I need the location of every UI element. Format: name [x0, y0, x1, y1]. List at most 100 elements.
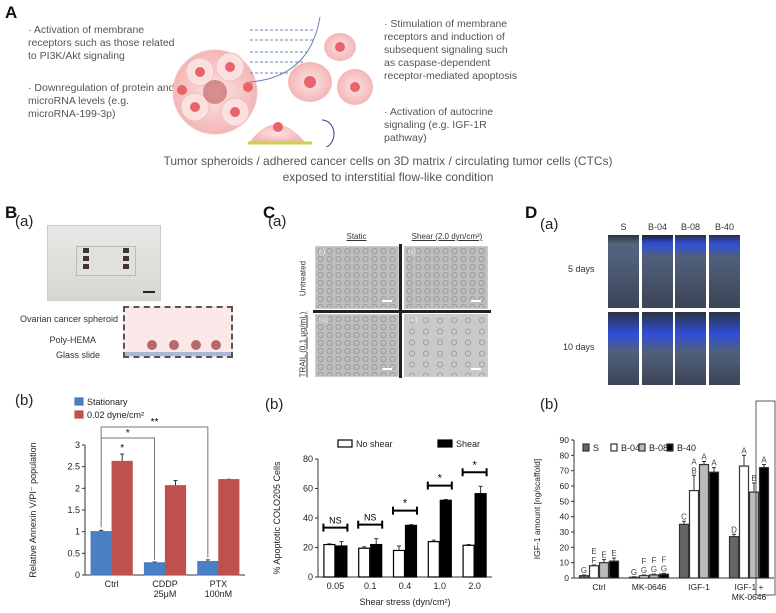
x-tick-label: Ctrl [105, 579, 119, 589]
y-tick-label: 40 [560, 512, 570, 522]
y-tick-label: 50 [560, 496, 570, 506]
x-tick-label: 0.4 [399, 581, 412, 591]
col-header-s: S [620, 222, 627, 232]
legend-swatch [74, 410, 84, 419]
bar-b-04 [588, 565, 600, 579]
confocal-image [709, 312, 740, 385]
y-tick-label: 80 [560, 450, 570, 460]
col-header-b-40: B-40 [714, 222, 734, 232]
y-tick-label: 60 [303, 484, 313, 494]
bar-stationary [90, 531, 112, 576]
y-tick-label: 0 [308, 572, 313, 582]
x-tick-label: CDDP [152, 579, 178, 589]
panel-b-b-label: (b) [15, 392, 34, 409]
legend-label: B-40 [677, 443, 696, 453]
y-tick-label: 70 [560, 466, 570, 476]
y-tick-label: 90 [560, 435, 570, 445]
panel-b-label: B [5, 203, 18, 222]
bar-b-08 [748, 491, 760, 579]
x-tick-label: IGF-1 + [734, 582, 763, 592]
col-header-shear: Shear (2.0 dyn/cm²) [411, 232, 483, 241]
flow-arrows [250, 29, 315, 74]
significance-label: NS [329, 516, 342, 526]
legend-swatch [666, 443, 674, 452]
bar-b-04 [638, 575, 650, 579]
plot-frame-edge [755, 400, 776, 596]
significance-letter: F [592, 556, 597, 565]
label-spheroid: Ovarian cancer spheroid [19, 314, 118, 324]
significance-letter: G [641, 566, 647, 575]
bar-no-shear [462, 544, 475, 578]
confocal-image [608, 235, 639, 308]
col-header-static: Static [346, 232, 367, 241]
y-tick-label: 60 [560, 481, 570, 491]
image-tag: (iv) [408, 317, 418, 324]
bar-no-shear [323, 543, 336, 578]
bar-0-02-dyne-cm- [111, 460, 133, 576]
bar-shear [335, 545, 348, 578]
x-tick-label: 25μM [154, 589, 177, 599]
confocal-image [608, 312, 639, 385]
x-tick-label: 0.1 [364, 581, 377, 591]
bar-b-08 [648, 574, 660, 579]
bar-shear [370, 543, 383, 578]
panel-a-caption: Tumor spheroids / adhered cancer cells o… [163, 154, 613, 184]
panel-c-a-label: (a) [268, 213, 287, 230]
significance-letter: E [611, 549, 616, 558]
chart-b: 0 0.5 1 1.5 2 2.5 3 Relative Annexin V/PI⁻ popu… [28, 397, 245, 599]
bar-shear [404, 524, 418, 578]
bar-b-40 [708, 471, 720, 579]
legend-swatch [638, 443, 646, 452]
panel-d-b-label: (b) [540, 396, 559, 413]
bullet-left-2: · Downregulation of protein and microRNA… [28, 82, 175, 120]
bar-0-02-dyne-cm- [218, 479, 240, 576]
micrograph-1: (i) [315, 246, 399, 309]
label-poly-hema: Poly-HEMA [49, 335, 96, 345]
bar-s [678, 523, 690, 579]
device-photo [47, 225, 161, 301]
x-tick-label: PTX [210, 579, 228, 589]
y-tick-label: 20 [303, 543, 313, 553]
bar-stationary [197, 560, 219, 576]
x-tick-label: Ctrl [592, 582, 605, 592]
legend-swatch [437, 439, 453, 448]
row-label-10-days: 10 days [563, 342, 595, 352]
significance-letter: B [751, 474, 756, 483]
ctc-cells [288, 33, 373, 105]
x-tick-label: 0.05 [327, 581, 345, 591]
panel-c-b-label: (b) [265, 396, 284, 413]
legend-swatch [74, 397, 84, 406]
significance-letter: G [651, 565, 657, 574]
scale-bar [471, 368, 481, 370]
bar-b-04 [688, 489, 700, 579]
significance-letter: G [661, 564, 667, 573]
legend-label: Shear [456, 439, 480, 449]
y-tick-label: 2.5 [67, 462, 80, 472]
micrograph-4: (iv) [404, 314, 488, 377]
spheroid [172, 49, 258, 135]
y-tick-label: 2 [75, 483, 80, 493]
bullet-right-1: · Stimulation of membrane receptors and … [384, 18, 518, 82]
x-axis-label: Shear stress (dyn/cm²) [359, 597, 450, 607]
x-tick-label: MK-0646 [732, 592, 767, 602]
y-tick-label: 0.5 [67, 548, 80, 558]
significance-letter: G [631, 568, 637, 577]
significance-letter: E [601, 551, 606, 560]
legend-label: 0.02 dyne/cm² [87, 410, 144, 420]
significance-letter: A [761, 456, 767, 465]
significance-letter: A [711, 459, 717, 468]
image-tag: (ii) [408, 249, 416, 256]
bar-no-shear [392, 549, 406, 578]
significance-letter: C [681, 512, 687, 521]
significance-letter: A [741, 446, 747, 455]
bar-s [578, 575, 590, 579]
significance-letter: E [591, 547, 596, 556]
bar-shear [439, 499, 452, 578]
confocal-image [675, 235, 706, 308]
bar-0-02-dyne-cm- [164, 485, 187, 576]
significance-letter: D [731, 525, 737, 534]
legend-swatch [582, 443, 590, 452]
significance-letter: B [691, 466, 696, 475]
y-tick-label: 0 [564, 573, 569, 583]
legend-label: Stationary [87, 397, 128, 407]
